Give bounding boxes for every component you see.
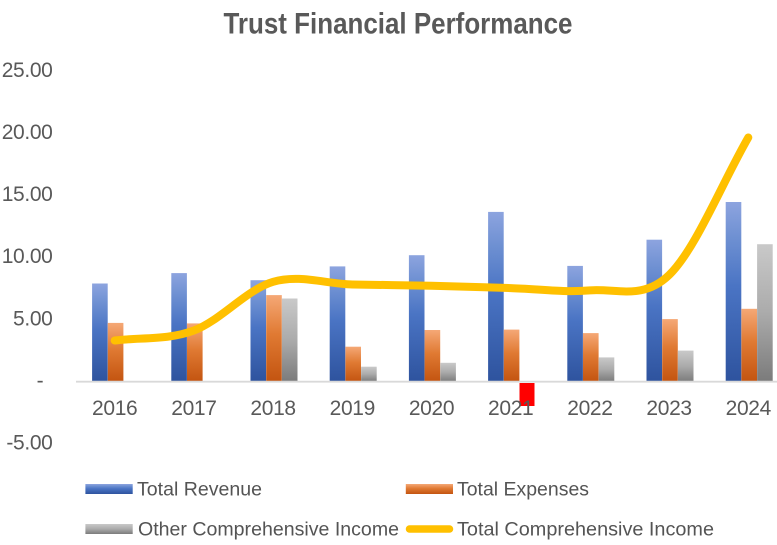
svg-text:-: -: [37, 369, 44, 392]
svg-text:2019: 2019: [330, 397, 375, 420]
svg-text:2024: 2024: [726, 397, 772, 420]
svg-text:Other Comprehensive Income: Other Comprehensive Income: [138, 519, 399, 541]
svg-text:15.00: 15.00: [2, 183, 53, 206]
svg-text:2018: 2018: [250, 397, 295, 420]
svg-text:Total Comprehensive Income: Total Comprehensive Income: [457, 519, 714, 541]
svg-text:2021: 2021: [488, 397, 533, 420]
svg-text:2020: 2020: [409, 397, 454, 420]
svg-text:2022: 2022: [567, 397, 612, 420]
svg-text:2017: 2017: [171, 397, 216, 420]
svg-text:-5.00: -5.00: [6, 431, 52, 454]
svg-text:2016: 2016: [92, 397, 137, 420]
svg-text:2023: 2023: [646, 397, 691, 420]
svg-text:10.00: 10.00: [2, 245, 53, 268]
svg-text:25.00: 25.00: [2, 59, 53, 82]
svg-text:Total Expenses: Total Expenses: [457, 478, 589, 500]
svg-text:Trust Financial Performance: Trust Financial Performance: [224, 8, 573, 41]
svg-text:5.00: 5.00: [13, 307, 52, 330]
svg-text:20.00: 20.00: [2, 121, 53, 144]
svg-text:Total Revenue: Total Revenue: [137, 478, 262, 500]
